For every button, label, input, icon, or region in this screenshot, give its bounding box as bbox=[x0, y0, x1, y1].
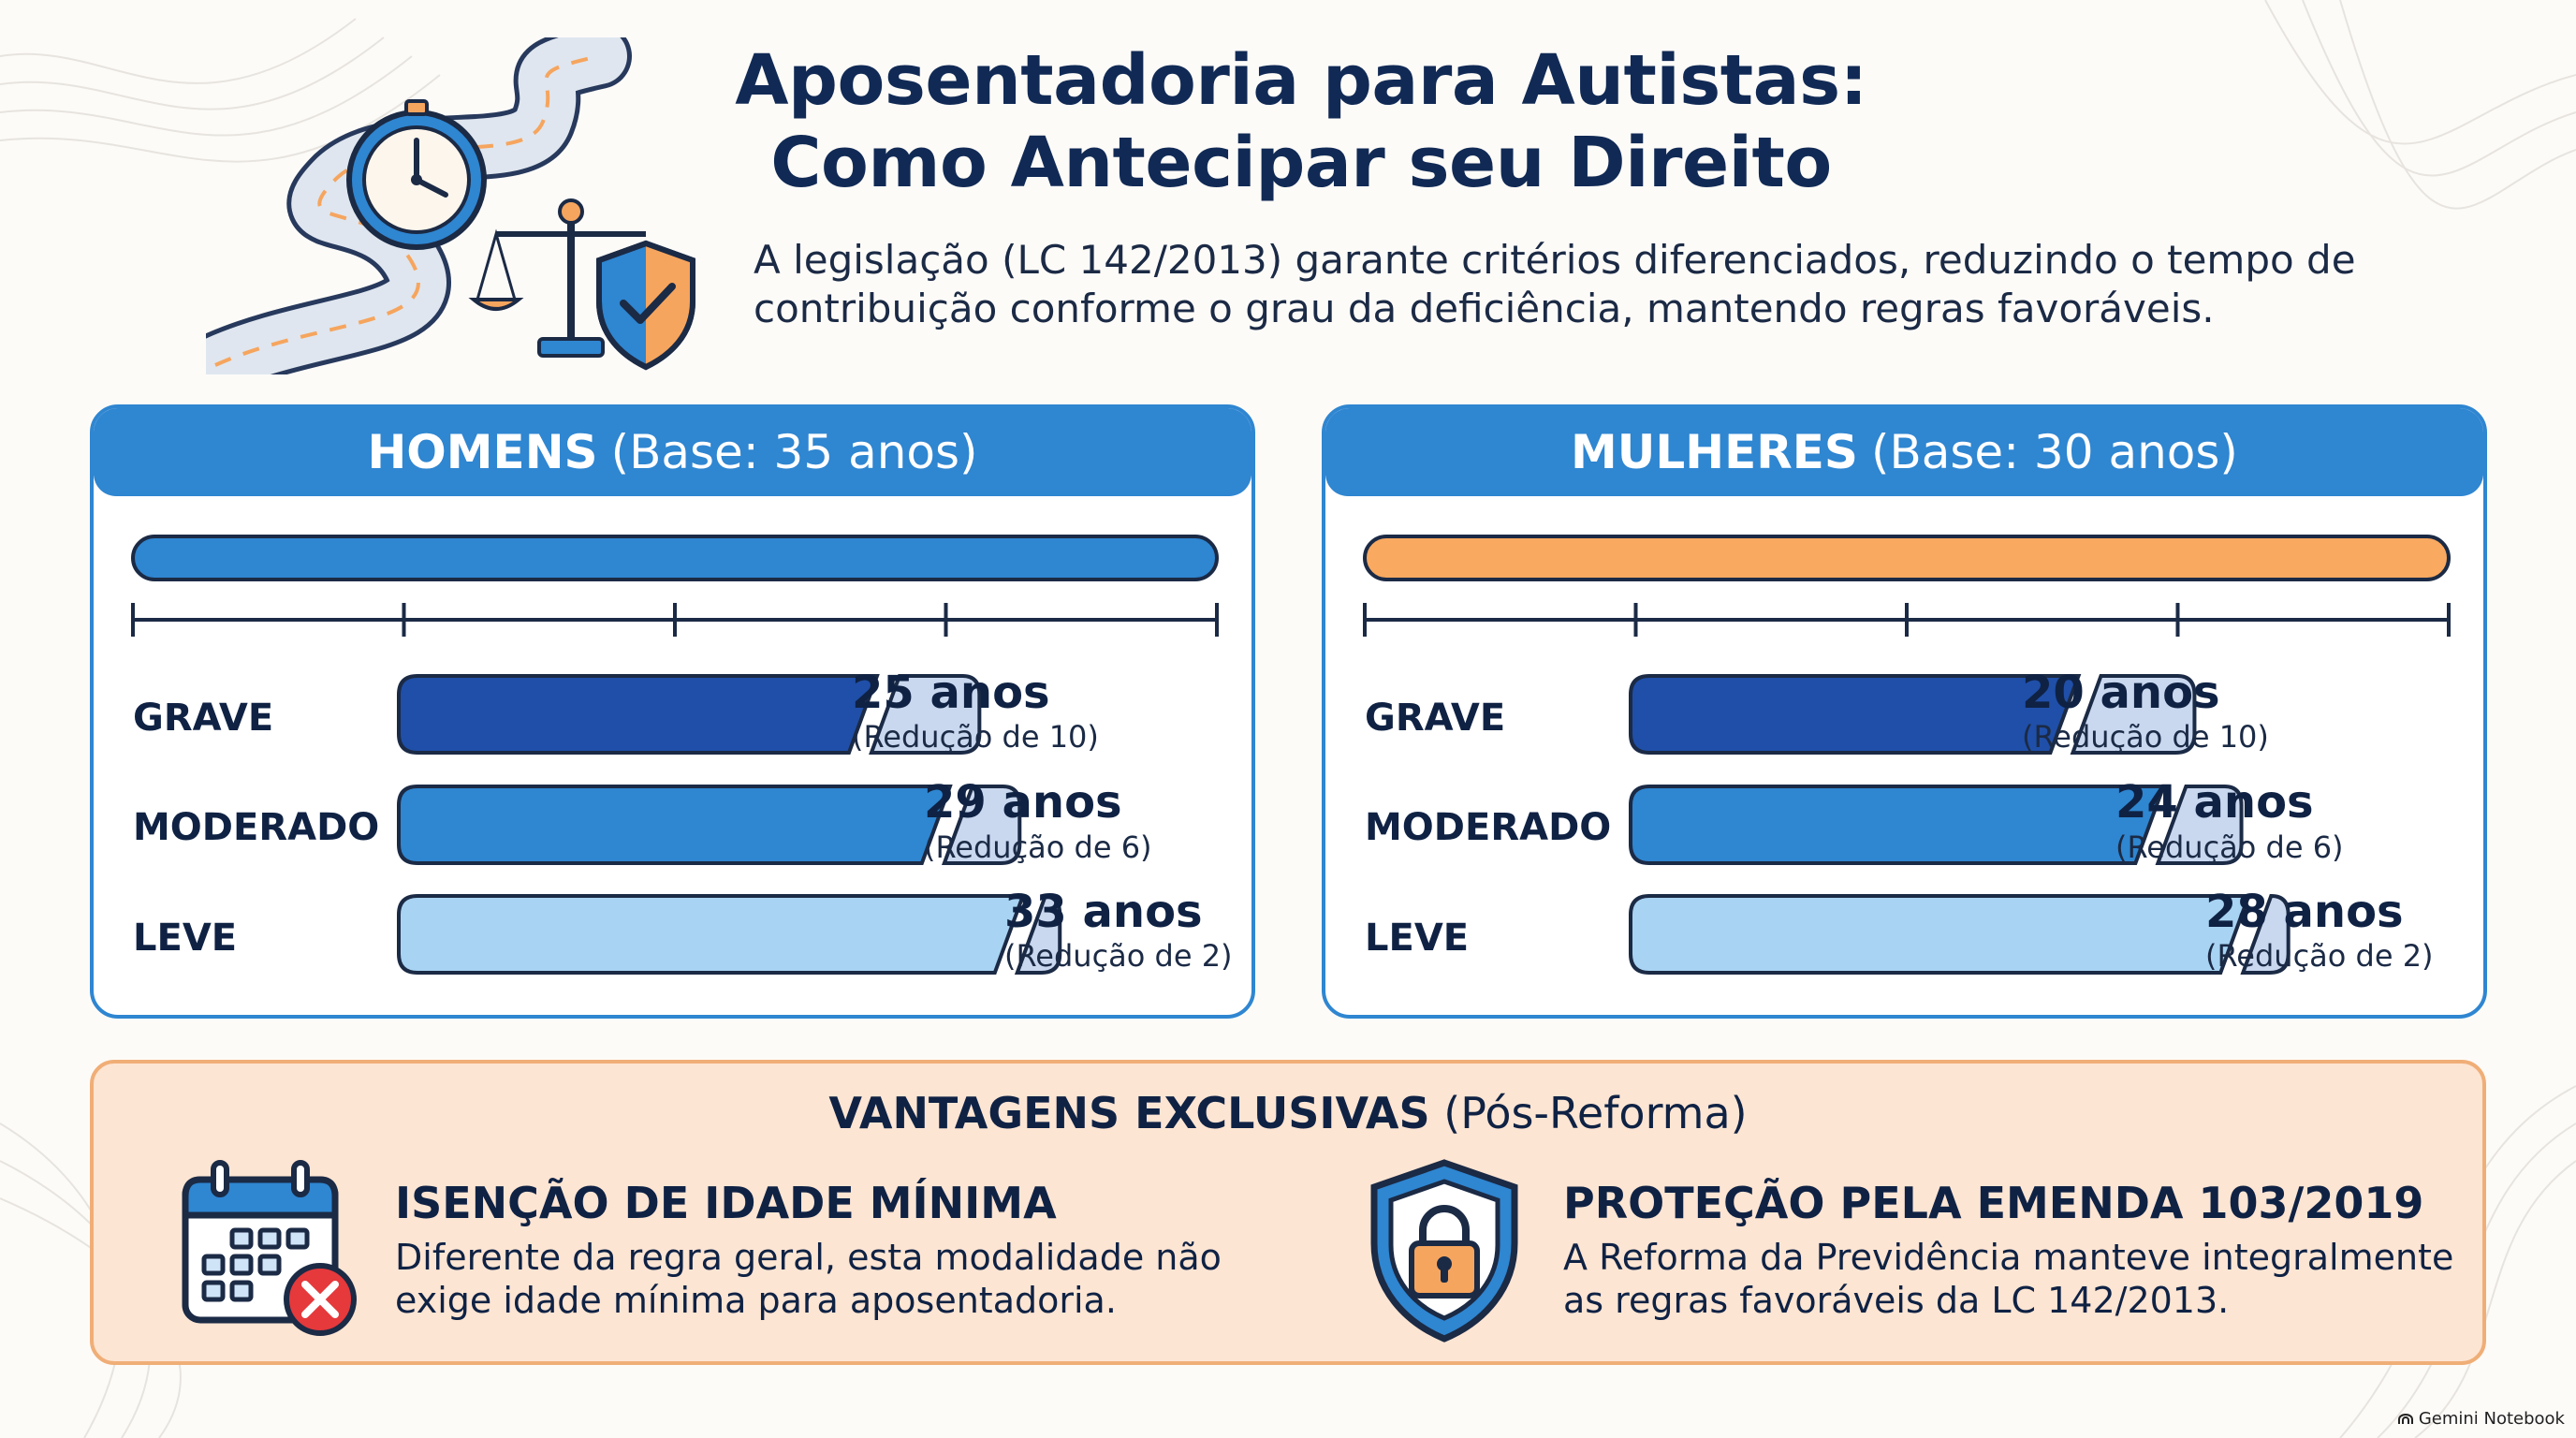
notebook-logo-icon bbox=[2397, 1413, 2413, 1424]
men-bar-chart bbox=[131, 535, 1219, 975]
women-panel-header: MULHERES (Base: 30 anos) bbox=[1325, 408, 2483, 496]
men-base-bar bbox=[131, 535, 1219, 581]
women-row-label-grave: GRAVE bbox=[1365, 697, 1506, 740]
shield-check-icon bbox=[596, 240, 695, 371]
scale-of-justice-icon bbox=[468, 198, 646, 358]
men-panel-title: HOMENS bbox=[367, 425, 598, 479]
women-panel: MULHERES (Base: 30 anos) GRAVE MODERADO … bbox=[1322, 404, 2487, 1019]
page-subtitle: A legislação (LC 142/2013) garante crité… bbox=[754, 236, 2401, 333]
men-bar-leve bbox=[397, 894, 1026, 975]
men-note-moderado: (Redução de 6) bbox=[924, 829, 1152, 865]
advantage-2-text: A Reforma da Previdência manteve integra… bbox=[1563, 1236, 2453, 1322]
women-bar-leve bbox=[1629, 894, 2252, 975]
advantages-title-main: VANTAGENS EXCLUSIVAS bbox=[828, 1088, 1430, 1138]
women-bar-moderado bbox=[1629, 785, 2167, 865]
women-panel-base: (Base: 30 anos) bbox=[1870, 425, 2238, 479]
calendar-x-icon bbox=[182, 1160, 357, 1336]
men-panel: HOMENS (Base: 35 anos) GRAVE MODERADO LE… bbox=[90, 404, 1255, 1019]
advantage-1-text: Diferente da regra geral, esta modalidad… bbox=[395, 1236, 1222, 1322]
men-panel-base: (Base: 35 anos) bbox=[610, 425, 978, 479]
women-row-label-leve: LEVE bbox=[1365, 917, 1470, 960]
men-reduction-moderado bbox=[941, 785, 1022, 865]
women-value-grave: 20 anos bbox=[2022, 667, 2220, 719]
advantage-1-line-2: exige idade mínima para aposentadoria. bbox=[395, 1280, 1117, 1321]
women-value-moderado: 24 anos bbox=[2115, 776, 2314, 829]
men-value-grave: 25 anos bbox=[852, 667, 1050, 719]
watermark-text: Gemini Notebook bbox=[2418, 1409, 2565, 1429]
women-reduction-moderado bbox=[2155, 785, 2244, 865]
clock-icon bbox=[346, 99, 487, 250]
women-row-label-moderado: MODERADO bbox=[1365, 806, 1612, 849]
men-row-label-grave: GRAVE bbox=[133, 697, 274, 740]
subtitle-line-1: A legislação (LC 142/2013) garante crité… bbox=[754, 237, 2356, 283]
advantage-2-line-1: A Reforma da Previdência manteve integra… bbox=[1563, 1237, 2454, 1278]
watermark: Gemini Notebook bbox=[2397, 1409, 2565, 1429]
advantages-title-suffix: (Pós-Reforma) bbox=[1443, 1088, 1748, 1138]
advantage-1-title: ISENÇÃO DE IDADE MÍNIMA bbox=[395, 1178, 1057, 1228]
men-note-leve: (Redução de 2) bbox=[1004, 938, 1233, 974]
shield-lock-icon bbox=[1370, 1159, 1518, 1343]
advantages-title: VANTAGENS EXCLUSIVAS (Pós-Reforma) bbox=[94, 1088, 2482, 1138]
men-reduction-leve bbox=[1014, 894, 1062, 975]
men-value-leve: 33 anos bbox=[1004, 886, 1203, 938]
women-base-bar bbox=[1363, 535, 2451, 581]
men-reduction-grave bbox=[869, 674, 982, 755]
men-panel-header: HOMENS (Base: 35 anos) bbox=[94, 408, 1251, 496]
title-line-1: Aposentadoria para Autistas: bbox=[735, 40, 1867, 121]
men-row-label-leve: LEVE bbox=[133, 917, 238, 960]
women-value-leve: 28 anos bbox=[2205, 886, 2404, 938]
women-reduction-grave bbox=[2070, 674, 2197, 755]
advantage-2-line-2: as regras favoráveis da LC 142/2013. bbox=[1563, 1280, 2230, 1321]
women-note-grave: (Redução de 10) bbox=[2022, 719, 2269, 755]
subtitle-line-2: contribuição conforme o grau da deficiên… bbox=[754, 286, 2215, 331]
women-bar-grave bbox=[1629, 674, 2082, 755]
women-panel-title: MULHERES bbox=[1571, 425, 1858, 479]
women-note-leve: (Redução de 2) bbox=[2205, 938, 2434, 974]
title-line-2: Como Antecipar seu Direito bbox=[770, 123, 1832, 203]
women-reduction-leve bbox=[2240, 894, 2291, 975]
men-note-grave: (Redução de 10) bbox=[852, 719, 1099, 755]
road-clock-scale-illustration bbox=[206, 37, 695, 374]
page-title: Aposentadoria para Autistas: Como Anteci… bbox=[562, 39, 2041, 204]
men-value-moderado: 29 anos bbox=[924, 776, 1122, 829]
men-row-label-moderado: MODERADO bbox=[133, 806, 380, 849]
men-bar-moderado bbox=[397, 785, 953, 865]
advantages-box: VANTAGENS EXCLUSIVAS (Pós-Reforma) ISENÇ… bbox=[90, 1060, 2486, 1365]
men-bar-grave bbox=[397, 674, 880, 755]
advantage-2-title: PROTEÇÃO PELA EMENDA 103/2019 bbox=[1563, 1178, 2424, 1228]
advantage-1-line-1: Diferente da regra geral, esta modalidad… bbox=[395, 1237, 1222, 1278]
women-bar-chart bbox=[1363, 535, 2451, 975]
women-note-moderado: (Redução de 6) bbox=[2115, 829, 2344, 865]
